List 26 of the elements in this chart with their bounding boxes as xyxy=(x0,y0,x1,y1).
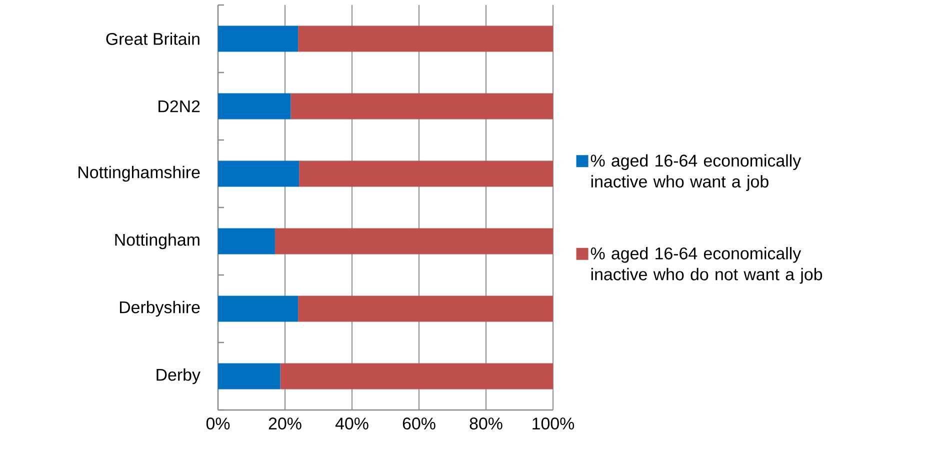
bar xyxy=(218,228,275,254)
bar xyxy=(218,93,291,120)
legend-label: % aged 16-64 economically inactive who do not want a job xyxy=(590,247,822,284)
y-tick-label: Nottinghamshire xyxy=(78,166,200,182)
x-tick-label: 100% xyxy=(532,418,574,430)
x-tick-label: 80% xyxy=(470,418,502,430)
bar xyxy=(280,363,554,390)
bar xyxy=(298,296,554,322)
y-tick-label: Derbyshire xyxy=(120,300,200,317)
x-tick-label: 60% xyxy=(402,418,436,430)
bar xyxy=(299,160,554,187)
x-tick-label: 40% xyxy=(335,418,368,430)
bar xyxy=(290,93,554,120)
bar xyxy=(218,296,298,322)
legend-label: % aged 16-64 economically inactive who want a job xyxy=(590,154,802,191)
y-tick-label: D2N2 xyxy=(158,100,200,112)
y-tick-label: Derby xyxy=(156,368,200,384)
x-tick-label: 0% xyxy=(206,418,230,430)
bar xyxy=(218,160,300,187)
x-tick-label: 20% xyxy=(268,418,302,430)
y-tick-label: Nottingham xyxy=(115,233,200,250)
bar xyxy=(274,228,554,254)
bar xyxy=(218,363,280,390)
bar xyxy=(298,26,554,52)
y-tick-label: Great Britain xyxy=(106,32,200,45)
bar xyxy=(218,26,298,52)
